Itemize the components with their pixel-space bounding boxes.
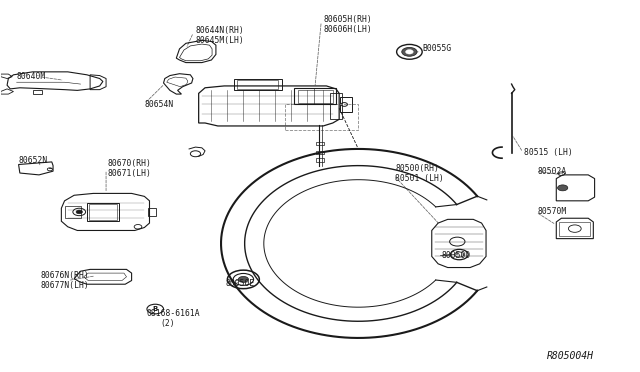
Bar xyxy=(294,88,336,105)
Text: B0055G: B0055G xyxy=(422,44,451,53)
Text: 80645M(LH): 80645M(LH) xyxy=(195,36,244,45)
Text: 80606H(LH): 80606H(LH) xyxy=(323,25,372,34)
Bar xyxy=(316,151,324,154)
Text: 80501 (LH): 80501 (LH) xyxy=(396,174,444,183)
Bar xyxy=(65,206,81,218)
Text: 80644N(RH): 80644N(RH) xyxy=(195,26,244,35)
Circle shape xyxy=(406,49,413,54)
Bar xyxy=(237,80,278,89)
Text: 80502A: 80502A xyxy=(537,167,566,176)
Circle shape xyxy=(238,276,248,282)
Bar xyxy=(298,90,333,103)
Bar xyxy=(316,158,324,162)
Text: 08168-6161A: 08168-6161A xyxy=(147,310,200,318)
Text: 80676N(RH): 80676N(RH) xyxy=(40,271,89,280)
Circle shape xyxy=(402,47,417,56)
Bar xyxy=(316,141,324,145)
Circle shape xyxy=(557,185,568,191)
Bar xyxy=(234,78,282,90)
Bar xyxy=(89,204,117,220)
Bar xyxy=(340,97,352,112)
Text: 80050D: 80050D xyxy=(442,251,470,260)
Text: 80670(RH): 80670(RH) xyxy=(108,159,152,168)
Bar xyxy=(87,203,119,221)
Bar xyxy=(330,93,342,119)
Text: R805004H: R805004H xyxy=(547,352,594,362)
Bar xyxy=(559,222,590,235)
Circle shape xyxy=(76,210,83,214)
Bar xyxy=(285,105,358,131)
Text: 80654N: 80654N xyxy=(145,100,173,109)
Text: 80515 (LH): 80515 (LH) xyxy=(524,148,573,157)
Text: 80640M: 80640M xyxy=(17,72,46,81)
Text: 80677N(LH): 80677N(LH) xyxy=(40,281,89,290)
Text: B: B xyxy=(152,306,158,312)
Text: 80652N: 80652N xyxy=(19,155,48,164)
Text: 80500(RH): 80500(RH) xyxy=(396,164,439,173)
Text: 80570M: 80570M xyxy=(537,208,566,217)
Text: 80050E: 80050E xyxy=(225,279,255,288)
Text: (2): (2) xyxy=(161,320,175,328)
Text: 80605H(RH): 80605H(RH) xyxy=(323,15,372,24)
Text: 80671(LH): 80671(LH) xyxy=(108,169,152,178)
